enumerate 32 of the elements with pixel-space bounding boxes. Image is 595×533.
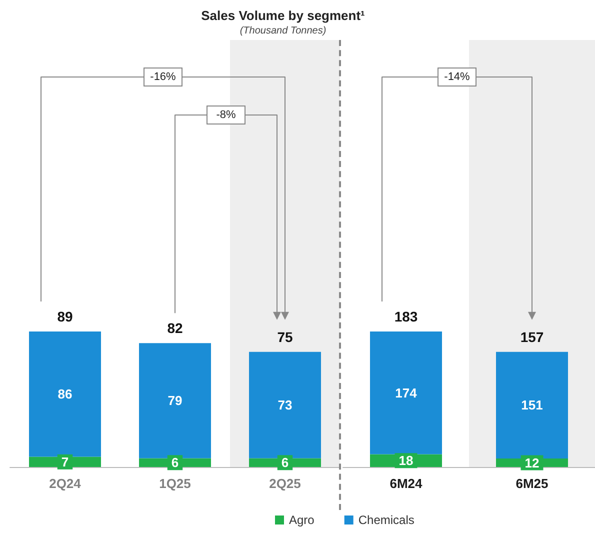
legend-label: Agro	[289, 513, 315, 527]
x-tick-label: 1Q25	[159, 476, 191, 491]
text: 183	[394, 308, 418, 324]
bar	[139, 343, 211, 458]
bar	[29, 331, 101, 457]
data-label: 18	[398, 453, 414, 468]
data-label: 6	[281, 455, 289, 470]
chart-title: Sales Volume by segment¹	[201, 8, 365, 23]
x-tick-label: 6M25	[516, 476, 548, 491]
text: 89	[57, 308, 73, 324]
bar	[249, 352, 321, 458]
data-label: 79	[168, 393, 182, 408]
data-label: 73	[278, 398, 292, 413]
bar	[496, 352, 568, 459]
annotation: 82	[167, 320, 183, 336]
chart-subtitle: (Thousand Tonnes)	[240, 26, 326, 36]
legend-label: Chemicals	[358, 513, 414, 527]
text: -16%	[150, 71, 176, 83]
x-tick-label: 2Q24	[49, 476, 82, 491]
annotation: 157	[520, 328, 544, 345]
annotation: 75	[277, 328, 293, 345]
data-label: 12	[524, 455, 540, 470]
x-tick-label: 6M24	[390, 476, 424, 491]
text: -8%	[216, 109, 236, 121]
data-label: 6	[171, 455, 179, 470]
text: -14%	[444, 71, 470, 83]
data-label: 7	[61, 454, 69, 470]
data-label: 86	[58, 386, 72, 402]
data-label: 151	[521, 398, 543, 413]
data-label: 174	[395, 385, 418, 400]
bar	[370, 331, 442, 454]
x-tick-label: 2Q25	[269, 476, 301, 491]
